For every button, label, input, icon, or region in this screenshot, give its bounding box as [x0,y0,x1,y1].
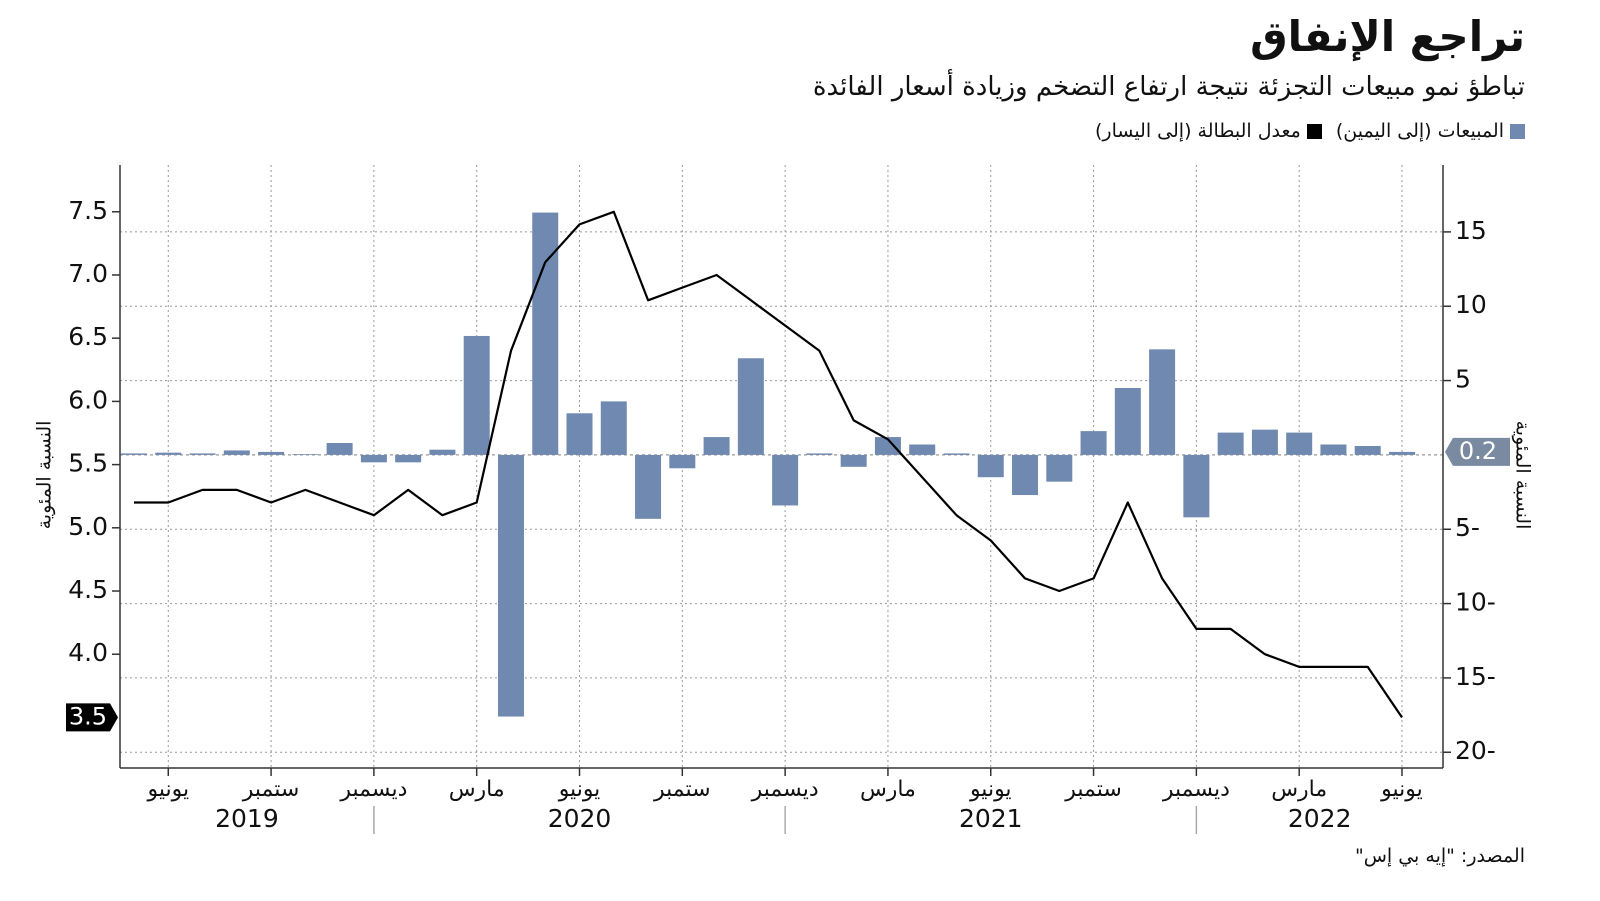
year-label: 2022 [1288,804,1352,833]
x-tick-label: ستمبر [242,777,300,802]
bar [1217,432,1244,455]
x-tick-label: مارس [1271,777,1327,802]
bar [772,454,799,506]
bar [874,437,901,455]
y-tick-label: 5.0 [68,512,108,541]
bar [532,212,559,455]
bar [497,454,524,717]
y-tick-label: 7.0 [68,259,108,288]
bar [840,454,867,467]
x-tick-label: ستمبر [653,777,711,802]
bar [1251,429,1278,455]
bar [600,401,627,455]
bar [1354,445,1381,455]
bar [943,453,970,455]
bar [121,453,147,455]
bar [1286,432,1313,455]
bar [360,454,387,463]
y2-tick-label: 20- [1455,736,1496,765]
value-label: 0.2 [1459,437,1497,465]
x-tick-label: ديسمبر [1162,777,1230,802]
y2-tick-label: 10 [1455,290,1487,319]
bar [977,454,1004,478]
bar [429,449,456,455]
bar [326,443,353,455]
y-tick-label: 6.5 [68,322,108,351]
y2-tick-label: 5- [1455,513,1480,542]
bar [737,358,764,455]
bar [1320,444,1347,455]
y-axis-title: النسبة المئوية [34,421,56,530]
y2-tick-label: 15- [1455,662,1496,691]
bar [1149,349,1176,455]
x-tick-label: مارس [449,777,505,802]
x-tick-label: ديسمبر [339,777,407,802]
bar [1388,451,1415,455]
value-callout [1445,437,1510,466]
x-tick-label: مارس [860,777,916,802]
legend-label: المبيعات (إلى اليمين) [1335,120,1504,142]
line [134,210,1403,719]
bar [155,452,182,455]
year-label: 2021 [959,804,1023,833]
legend-item: المبيعات (إلى اليمين) [1336,120,1525,142]
legend-item: معدل البطالة (إلى اليسار) [1095,120,1322,142]
x-tick-label: ستمبر [1064,777,1122,802]
chart-title: تراجع الإنفاق [1250,12,1525,61]
bar [395,454,422,463]
y-tick-label: 4.5 [68,575,108,604]
legend-swatch [1510,123,1525,139]
legend-swatch [1306,123,1322,139]
bar [463,335,490,455]
source-note: المصدر: "إيه بي إس" [1354,845,1525,867]
bar [909,444,936,455]
year-label: 2019 [215,804,279,833]
bar [703,437,730,455]
year-label: 2020 [548,804,612,833]
y-tick-label: 4.0 [68,638,108,667]
y2-tick-label: 5 [1455,365,1471,394]
y2-axis-title: النسبة المئوية [1512,421,1534,530]
y2-tick-label: 10- [1455,588,1496,617]
x-tick-label: ديسمبر [751,777,819,802]
bar [635,454,662,519]
legend-label: معدل البطالة (إلى اليسار) [1095,120,1301,142]
y-tick-label: 6.0 [68,385,108,414]
bar [669,454,696,469]
value-callout [66,703,118,732]
y2-tick-label: 15 [1455,216,1487,245]
bar [189,453,216,455]
bar [292,454,319,455]
bar [1114,388,1141,455]
legend: المبيعات (إلى اليمين) معدل البطالة (إلى ا… [1095,120,1525,142]
bar [223,450,250,455]
bar [1046,454,1073,482]
bar [258,451,285,455]
x-tick-label: يونيو [969,777,1012,802]
bar [1080,431,1107,455]
x-tick-label: يونيو [146,777,189,802]
bar [566,413,593,455]
x-tick-label: يونيو [558,777,601,802]
chart-subtitle: تباطؤ نمو مبيعات التجزئة نتيجة ارتفاع ال… [812,72,1525,102]
value-label: 3.5 [69,702,107,730]
bar [1012,454,1039,496]
bar [806,453,833,455]
bar [1183,454,1210,518]
x-tick-label: يونيو [1380,777,1423,802]
y-tick-label: 5.5 [68,449,108,478]
y-tick-label: 7.5 [68,196,108,225]
